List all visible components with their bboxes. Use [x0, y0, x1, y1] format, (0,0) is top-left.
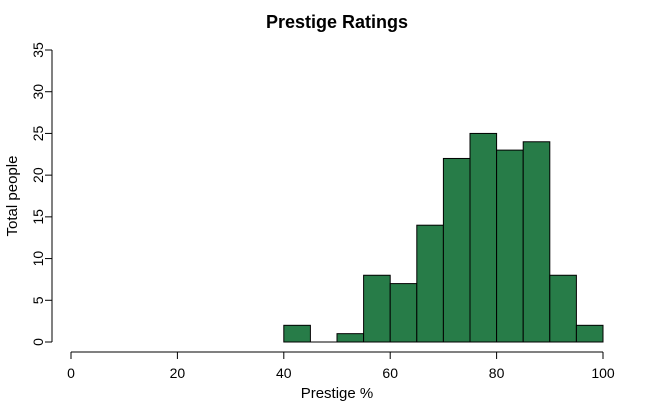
- x-tick-label: 40: [276, 365, 292, 381]
- y-axis: 0 5 10 15 20 25 30 35: [30, 42, 53, 346]
- x-tick-label: 60: [382, 365, 398, 381]
- x-axis: 0 20 40 60 80 100: [67, 351, 615, 381]
- y-axis-label: Total people: [4, 156, 21, 237]
- histogram-bar-7: [469, 132, 498, 343]
- histogram-bar-4: [389, 283, 418, 343]
- x-tick-label: 100: [591, 365, 615, 381]
- histogram-bar-0: [283, 324, 311, 343]
- x-axis-label: Prestige %: [301, 385, 374, 402]
- y-tick-label: 15: [30, 209, 46, 225]
- y-tick-label: 35: [30, 42, 46, 58]
- histogram-bar-10: [549, 274, 577, 343]
- y-tick-label: 0: [30, 338, 46, 346]
- bars-group: [283, 132, 604, 343]
- histogram-bar-5: [416, 224, 444, 343]
- y-tick-label: 30: [30, 84, 46, 100]
- histogram-bar-3: [363, 274, 391, 343]
- y-tick-label: 20: [30, 167, 46, 183]
- x-tick-label: 20: [170, 365, 186, 381]
- histogram-bar-11: [575, 324, 604, 343]
- histogram-bar-6: [442, 157, 471, 343]
- y-tick-label: 25: [30, 125, 46, 141]
- histogram-bar-2: [336, 333, 365, 343]
- histogram-bar-8: [496, 149, 524, 343]
- x-tick-label: 80: [489, 365, 505, 381]
- y-tick-label: 5: [30, 296, 46, 304]
- y-tick-label: 10: [30, 251, 46, 267]
- chart-title: Prestige Ratings: [266, 12, 408, 32]
- histogram-bar-9: [522, 141, 551, 343]
- x-tick-label: 0: [67, 365, 75, 381]
